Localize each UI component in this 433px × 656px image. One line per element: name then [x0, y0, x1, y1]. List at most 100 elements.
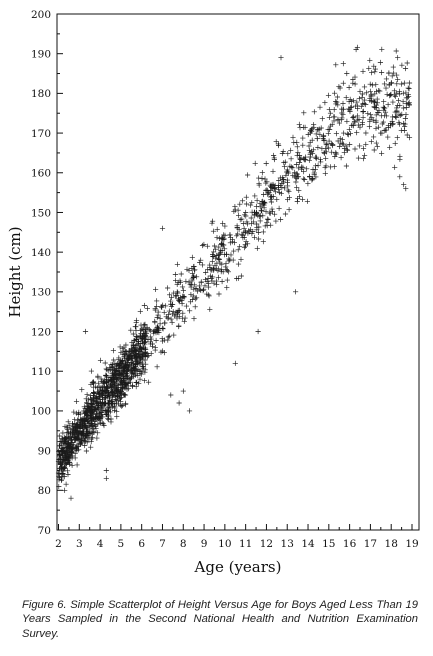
data-point	[348, 104, 355, 110]
data-point	[82, 415, 88, 421]
data-point	[390, 99, 396, 105]
y-tick-label: 90	[38, 445, 51, 457]
data-point	[267, 188, 274, 194]
data-point	[373, 140, 379, 146]
data-point	[227, 232, 233, 238]
data-point	[65, 431, 72, 437]
data-point	[367, 81, 373, 87]
data-point	[368, 93, 374, 99]
data-point	[287, 163, 293, 169]
data-point	[73, 398, 80, 404]
data-point	[127, 376, 134, 382]
data-point	[285, 197, 291, 203]
data-point	[271, 152, 277, 159]
data-point	[103, 385, 110, 391]
data-point	[398, 81, 404, 87]
data-point	[405, 91, 411, 97]
data-point	[215, 266, 221, 272]
data-point	[56, 466, 63, 472]
data-point	[125, 386, 131, 392]
data-point	[56, 475, 63, 481]
data-point	[392, 140, 398, 146]
data-point	[360, 101, 366, 107]
data-point	[373, 125, 379, 131]
data-point	[276, 142, 282, 149]
data-point	[389, 73, 395, 79]
data-point	[347, 96, 353, 102]
data-point	[117, 363, 123, 369]
data-point	[77, 421, 84, 427]
data-point	[175, 296, 181, 302]
data-point	[332, 90, 338, 96]
data-point	[334, 94, 340, 100]
x-tick-label: 6	[138, 538, 145, 550]
data-point	[139, 368, 145, 374]
data-point	[260, 229, 266, 235]
data-point	[256, 236, 262, 242]
data-point	[100, 379, 106, 386]
data-point	[335, 138, 341, 144]
data-point	[367, 57, 373, 63]
data-point	[363, 90, 369, 96]
data-point	[131, 365, 137, 371]
data-point	[104, 411, 110, 418]
data-point	[382, 113, 388, 119]
data-point	[168, 316, 174, 322]
data-point	[263, 209, 269, 215]
data-point	[363, 141, 369, 147]
data-point	[127, 352, 133, 359]
data-point	[400, 99, 406, 105]
data-point	[174, 261, 180, 267]
data-point	[102, 386, 108, 392]
data-point	[153, 286, 159, 292]
data-point	[137, 376, 143, 382]
data-point	[377, 88, 383, 94]
data-point	[75, 436, 81, 443]
data-point	[123, 402, 129, 408]
data-point	[191, 275, 197, 281]
data-point	[124, 386, 130, 392]
data-point	[201, 241, 207, 248]
data-point	[355, 155, 362, 161]
data-point	[98, 376, 104, 382]
data-point	[243, 209, 249, 216]
data-point	[74, 462, 80, 468]
data-point	[65, 471, 71, 478]
data-point	[129, 360, 135, 366]
data-point	[198, 279, 204, 285]
x-tick-label: 19	[405, 538, 418, 550]
data-point	[390, 64, 396, 70]
data-point	[191, 316, 197, 322]
data-point	[91, 426, 97, 432]
data-point	[369, 98, 375, 104]
data-point	[253, 203, 259, 209]
data-point	[263, 160, 269, 167]
data-point	[401, 182, 407, 188]
data-point	[146, 379, 152, 385]
data-point	[137, 308, 143, 314]
data-point	[142, 321, 148, 327]
data-point	[132, 364, 138, 370]
data-point	[57, 438, 63, 444]
data-point	[245, 172, 251, 178]
data-point	[135, 334, 141, 340]
data-point	[130, 331, 136, 337]
data-point	[357, 88, 363, 94]
data-point	[192, 267, 198, 273]
data-point	[394, 72, 400, 78]
data-point	[191, 286, 197, 292]
data-point	[182, 315, 188, 321]
data-point	[221, 232, 227, 238]
data-point	[219, 278, 225, 285]
data-point	[276, 205, 282, 211]
data-point	[352, 81, 358, 87]
data-point	[174, 281, 180, 287]
data-point	[186, 267, 192, 273]
data-point	[376, 110, 382, 116]
data-point	[312, 166, 318, 172]
data-point	[209, 259, 215, 265]
data-point	[387, 144, 393, 150]
data-point	[159, 336, 165, 342]
data-point	[339, 117, 345, 123]
data-point	[404, 60, 410, 66]
